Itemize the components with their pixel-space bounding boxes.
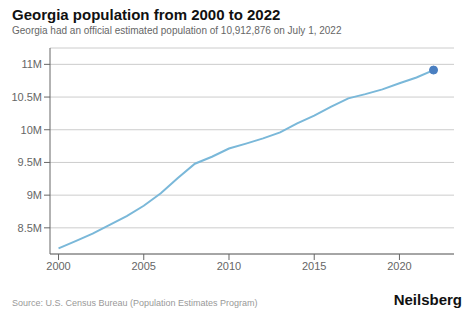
svg-text:2020: 2020 <box>387 260 411 272</box>
svg-text:9.5M: 9.5M <box>18 156 42 168</box>
svg-text:9M: 9M <box>27 189 42 201</box>
svg-text:10M: 10M <box>21 124 42 136</box>
html-text:Georgia had an official estima: Georgia had an official estimated popula… <box>12 25 342 36</box>
svg-text:2000: 2000 <box>46 260 70 272</box>
html-text:Source: U.S. Census Bureau (Po: Source: U.S. Census Bureau (Population E… <box>12 298 258 308</box>
svg-text:8.5M: 8.5M <box>18 222 42 234</box>
html-text:Georgia population from 2000 t: Georgia population from 2000 to 2022 <box>12 6 281 23</box>
svg-text:2015: 2015 <box>302 260 326 272</box>
svg-text:2005: 2005 <box>132 260 156 272</box>
svg-text:10.5M: 10.5M <box>11 91 42 103</box>
svg-text:2010: 2010 <box>217 260 241 272</box>
svg-text:11M: 11M <box>21 58 42 70</box>
html-text:Neilsberg: Neilsberg <box>393 291 462 308</box>
